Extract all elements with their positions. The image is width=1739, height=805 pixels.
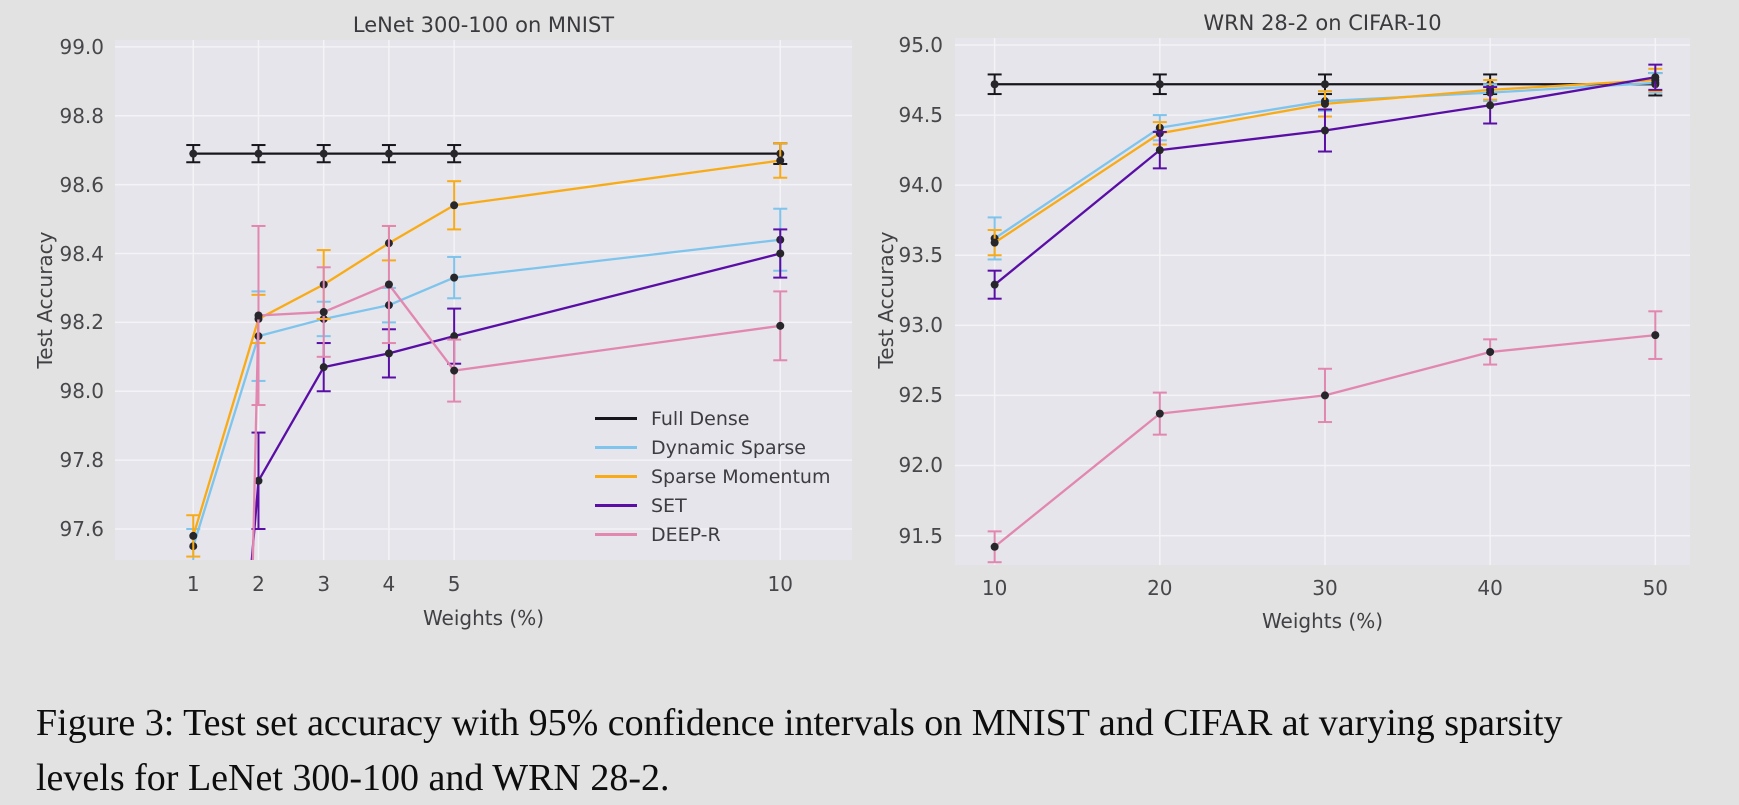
x-tick-label: 4 — [382, 572, 396, 596]
x-tick-label: 2 — [252, 572, 265, 596]
legend-item-set: SET — [595, 491, 875, 520]
y-tick-label: 97.6 — [59, 517, 104, 541]
series-set — [250, 228, 788, 560]
y-tick-label: 98.4 — [59, 241, 104, 266]
left-x-axis-label: Weights (%) — [422, 606, 545, 630]
data-point-marker — [254, 311, 263, 320]
legend-label: SET — [651, 494, 687, 517]
data-point-marker — [990, 280, 999, 289]
plot-background — [955, 38, 1690, 565]
caption-line-1: Figure 3: Test set accuracy with 95% con… — [36, 702, 1563, 744]
deep-r-line-swatch-icon — [595, 533, 637, 536]
y-tick-label: 92.0 — [898, 453, 943, 478]
set-line-swatch-icon — [595, 504, 637, 507]
data-point-marker — [254, 476, 263, 485]
data-point-marker — [1486, 101, 1495, 110]
data-point-marker — [384, 349, 393, 358]
y-tick-label: 98.8 — [59, 103, 104, 128]
x-tick-label: 20 — [1147, 576, 1173, 600]
x-tick-label: 30 — [1312, 576, 1338, 600]
y-tick-label: 91.5 — [898, 523, 943, 548]
y-tick-label: 98.0 — [59, 379, 104, 404]
data-point-marker — [1651, 73, 1660, 82]
data-point-marker — [1651, 331, 1660, 340]
legend-label: Dynamic Sparse — [651, 436, 806, 459]
y-tick-label: 97.8 — [59, 448, 104, 473]
data-point-marker — [384, 149, 393, 158]
data-point-marker — [319, 149, 328, 158]
data-point-marker — [254, 149, 263, 158]
series-full-dense — [186, 142, 788, 165]
data-point-marker — [189, 149, 198, 158]
right-x-axis-label: Weights (%) — [1261, 609, 1384, 633]
x-tick-label: 1 — [186, 572, 200, 596]
x-tick-label: 3 — [317, 572, 331, 596]
data-point-marker — [450, 366, 459, 375]
chart-right — [955, 38, 1690, 565]
legend-item-sparse-momentum: Sparse Momentum — [595, 462, 875, 491]
y-tick-label: 92.5 — [898, 383, 943, 408]
data-point-marker — [450, 149, 459, 158]
y-tick-label: 95.0 — [898, 33, 943, 57]
data-point-marker — [1486, 347, 1495, 356]
series-set — [987, 63, 1663, 300]
series-deep-r — [987, 310, 1663, 564]
x-tick-label: 5 — [447, 572, 461, 596]
legend-label: DEEP-R — [651, 523, 721, 546]
chart-left — [115, 40, 852, 560]
data-point-marker — [189, 531, 198, 540]
y-tick-label: 93.0 — [898, 313, 943, 338]
data-point-marker — [990, 238, 999, 247]
y-tick-label: 98.2 — [59, 310, 104, 335]
x-tick-label: 10 — [767, 572, 793, 596]
left-chart-title: LeNet 300-100 on MNIST — [352, 13, 615, 37]
x-tick-label: 50 — [1642, 576, 1669, 600]
data-point-marker — [450, 273, 459, 282]
y-tick-label: 93.5 — [898, 243, 943, 268]
data-point-marker — [776, 249, 785, 258]
legend-item-deep-r: DEEP-R — [595, 520, 875, 549]
data-point-marker — [776, 156, 785, 165]
right-chart-title: WRN 28-2 on CIFAR-10 — [1203, 11, 1442, 35]
y-tick-label: 94.5 — [898, 103, 943, 128]
legend-label: Full Dense — [651, 407, 750, 430]
data-point-marker — [450, 201, 459, 210]
data-point-marker — [319, 363, 328, 372]
series-line — [251, 283, 781, 560]
data-point-marker — [1320, 391, 1329, 400]
data-point-marker — [1155, 80, 1164, 89]
data-point-marker — [1320, 99, 1329, 108]
legend-item-full-dense: Full Dense — [595, 404, 875, 433]
data-point-marker — [990, 80, 999, 89]
data-point-marker — [1320, 80, 1329, 89]
data-point-marker — [776, 321, 785, 330]
x-tick-label: 10 — [981, 576, 1008, 600]
sparse-momentum-line-swatch-icon — [595, 475, 637, 478]
data-point-marker — [1155, 146, 1164, 155]
series-line — [192, 238, 781, 547]
series-line — [192, 159, 781, 537]
full-dense-line-swatch-icon — [595, 417, 637, 420]
data-point-marker — [1320, 126, 1329, 135]
y-tick-label: 94.0 — [898, 173, 943, 198]
charts-plot-area — [115, 38, 1690, 565]
data-point-marker — [384, 280, 393, 289]
x-tick-label: 40 — [1477, 576, 1503, 600]
series-line — [250, 252, 781, 560]
data-point-marker — [990, 542, 999, 551]
figure-caption: Figure 3: Test set accuracy with 95% con… — [36, 696, 1696, 805]
y-tick-label: 99.0 — [59, 34, 104, 59]
caption-line-2: levels for LeNet 300-100 and WRN 28-2. — [36, 757, 670, 799]
dynamic-sparse-line-swatch-icon — [595, 446, 637, 449]
legend-item-dynamic-sparse: Dynamic Sparse — [595, 433, 875, 462]
legend-label: Sparse Momentum — [651, 465, 831, 488]
data-point-marker — [450, 332, 459, 341]
plot-background — [115, 40, 852, 560]
data-point-marker — [319, 308, 328, 317]
y-tick-label: 98.6 — [59, 172, 104, 197]
legend: Full Dense Dynamic Sparse Sparse Momentu… — [595, 404, 875, 549]
data-point-marker — [1155, 409, 1164, 418]
series-deep-r — [251, 224, 788, 560]
